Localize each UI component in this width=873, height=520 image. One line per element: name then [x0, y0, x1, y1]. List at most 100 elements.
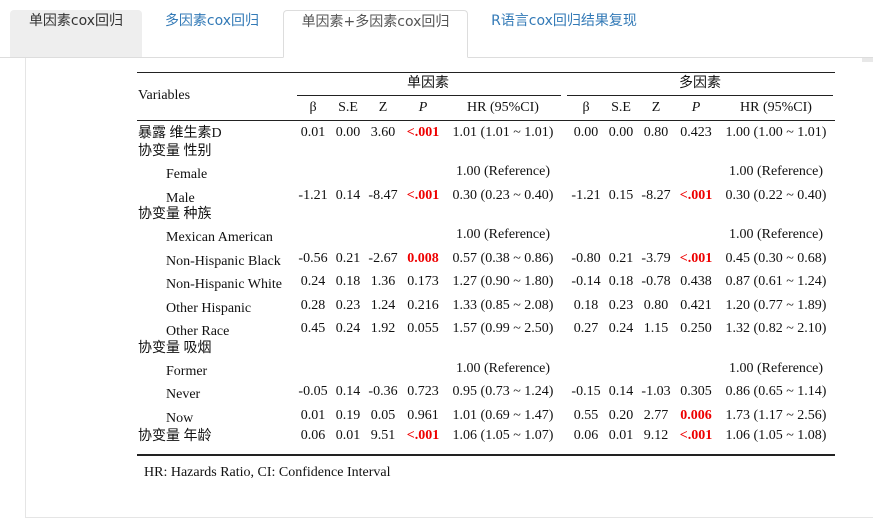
item-label: Non-Hispanic White: [166, 277, 282, 292]
tab[interactable]: 单因素+多因素cox回归: [283, 10, 468, 58]
variable-label: 协变量 年龄: [138, 429, 212, 444]
cell: 0.24: [608, 321, 634, 336]
cell: <.001: [679, 428, 713, 443]
cell: -1.21: [298, 187, 328, 203]
column-header: HR (95%CI): [740, 100, 812, 115]
item-label: Male: [166, 190, 195, 206]
item-label: Mexican American: [166, 230, 273, 245]
cell: 3.60: [370, 125, 396, 140]
cell: 1.36: [370, 274, 396, 289]
cell: 0.23: [608, 297, 634, 313]
cell: 0.01: [608, 428, 634, 443]
cell: 0.00: [573, 125, 599, 140]
cell: 9.51: [370, 428, 396, 443]
cell: 0.80: [643, 125, 669, 140]
tab-bar: 单因素cox回归 多因素cox回归 单因素+多因素cox回归 R语言cox回归结果复现: [0, 0, 873, 58]
reference-cell: 1.00 (Reference): [728, 360, 824, 376]
cell: 0.87 (0.61 ~ 1.24): [725, 274, 827, 289]
tab[interactable]: 多因素cox回归: [164, 13, 260, 29]
cell: 0.723: [407, 384, 439, 399]
tab[interactable]: 单因素cox回归: [10, 10, 142, 57]
cell: 0.06: [300, 428, 326, 443]
cell: 0.18: [573, 297, 599, 313]
table-rule: [567, 95, 833, 96]
cell: 0.45 (0.30 ~ 0.68): [725, 250, 827, 266]
cell: 1.06 (1.05 ~ 1.08): [725, 428, 827, 443]
column-header: Z: [378, 100, 388, 115]
footnote: HR: Hazards Ratio, CI: Confidence Interv…: [144, 465, 391, 480]
cell: -8.47: [368, 187, 398, 203]
cell: 0.18: [335, 274, 361, 289]
cell: 0.216: [407, 297, 439, 313]
item-label: Female: [166, 167, 208, 182]
reference-cell: 1.00 (Reference): [728, 164, 824, 179]
cell: 0.20: [608, 407, 634, 423]
cell: 0.421: [680, 297, 712, 313]
item-label: Never: [166, 387, 201, 402]
table-rule: [137, 120, 835, 121]
cell: -1.21: [571, 187, 601, 203]
cell: 1.27 (0.90 ~ 1.80): [452, 274, 554, 289]
cell: <.001: [406, 187, 440, 203]
cell: 0.57 (0.38 ~ 0.86): [452, 250, 554, 266]
group-header: 单因素: [407, 76, 449, 91]
cell: 0.24: [300, 274, 326, 289]
group-label: 协变量 吸烟: [138, 340, 212, 356]
variables-header: Variables: [138, 88, 191, 103]
cell: 1.73 (1.17 ~ 2.56): [725, 407, 827, 423]
cell: -1.03: [641, 384, 671, 399]
cell: 0.00: [335, 125, 361, 140]
cell: 0.30 (0.22 ~ 0.40): [725, 187, 827, 203]
group-label: 协变量 种族: [138, 207, 212, 222]
panel: [25, 58, 873, 518]
variable-label: 暴露 维生素D: [138, 126, 222, 141]
cell: 0.80: [643, 297, 669, 313]
cell: 0.21: [608, 250, 634, 266]
cell: 0.30 (0.23 ~ 0.40): [452, 187, 554, 203]
cell: <.001: [679, 187, 713, 203]
cell: 0.55: [573, 407, 599, 423]
item-label: Other Race: [166, 324, 230, 339]
cell: 2.77: [643, 407, 669, 423]
cell: 0.21: [335, 250, 361, 266]
cell: -3.79: [641, 250, 671, 266]
item-label: Now: [166, 410, 194, 426]
cell: <.001: [406, 125, 440, 140]
cell: <.001: [406, 428, 440, 443]
reference-cell: 1.00 (Reference): [455, 164, 551, 179]
column-header: S.E: [338, 100, 358, 115]
cell: 0.15: [608, 187, 634, 203]
cell: 0.250: [680, 321, 712, 336]
column-header: Z: [651, 100, 661, 115]
cell: 0.23: [335, 297, 361, 313]
column-header: P: [418, 100, 428, 115]
cell: 0.95 (0.73 ~ 1.24): [452, 384, 554, 399]
cell: -0.78: [641, 274, 671, 289]
group-header: 多因素: [679, 76, 721, 91]
item-label: Non-Hispanic Black: [166, 253, 281, 269]
cell: 1.57 (0.99 ~ 2.50): [452, 321, 554, 336]
cell: 0.961: [407, 407, 439, 423]
cell: -0.05: [298, 384, 328, 399]
cell: 0.28: [300, 297, 326, 313]
cell: 0.14: [335, 187, 361, 203]
cell: 0.14: [608, 384, 634, 399]
reference-cell: 1.00 (Reference): [455, 227, 551, 242]
cell: 0.01: [300, 407, 326, 423]
cell: 1.32 (0.82 ~ 2.10): [725, 321, 827, 336]
cell: -8.27: [641, 187, 671, 203]
cell: -0.15: [571, 384, 601, 399]
cell: 1.24: [370, 297, 396, 313]
cell: -0.56: [298, 250, 328, 266]
cell: 0.24: [335, 321, 361, 336]
cell: 1.06 (1.05 ~ 1.07): [452, 428, 554, 443]
cell: 1.33 (0.85 ~ 2.08): [452, 297, 554, 313]
reference-cell: 1.00 (Reference): [455, 360, 551, 376]
cell: 0.45: [300, 321, 326, 336]
cell: 1.15: [643, 321, 669, 336]
cell: 0.01: [300, 125, 326, 140]
cell: -0.80: [571, 250, 601, 266]
tab[interactable]: R语言cox回归结果复现: [491, 13, 637, 29]
cell: 1.20 (0.77 ~ 1.89): [725, 297, 827, 313]
cell: 0.05: [370, 407, 396, 423]
